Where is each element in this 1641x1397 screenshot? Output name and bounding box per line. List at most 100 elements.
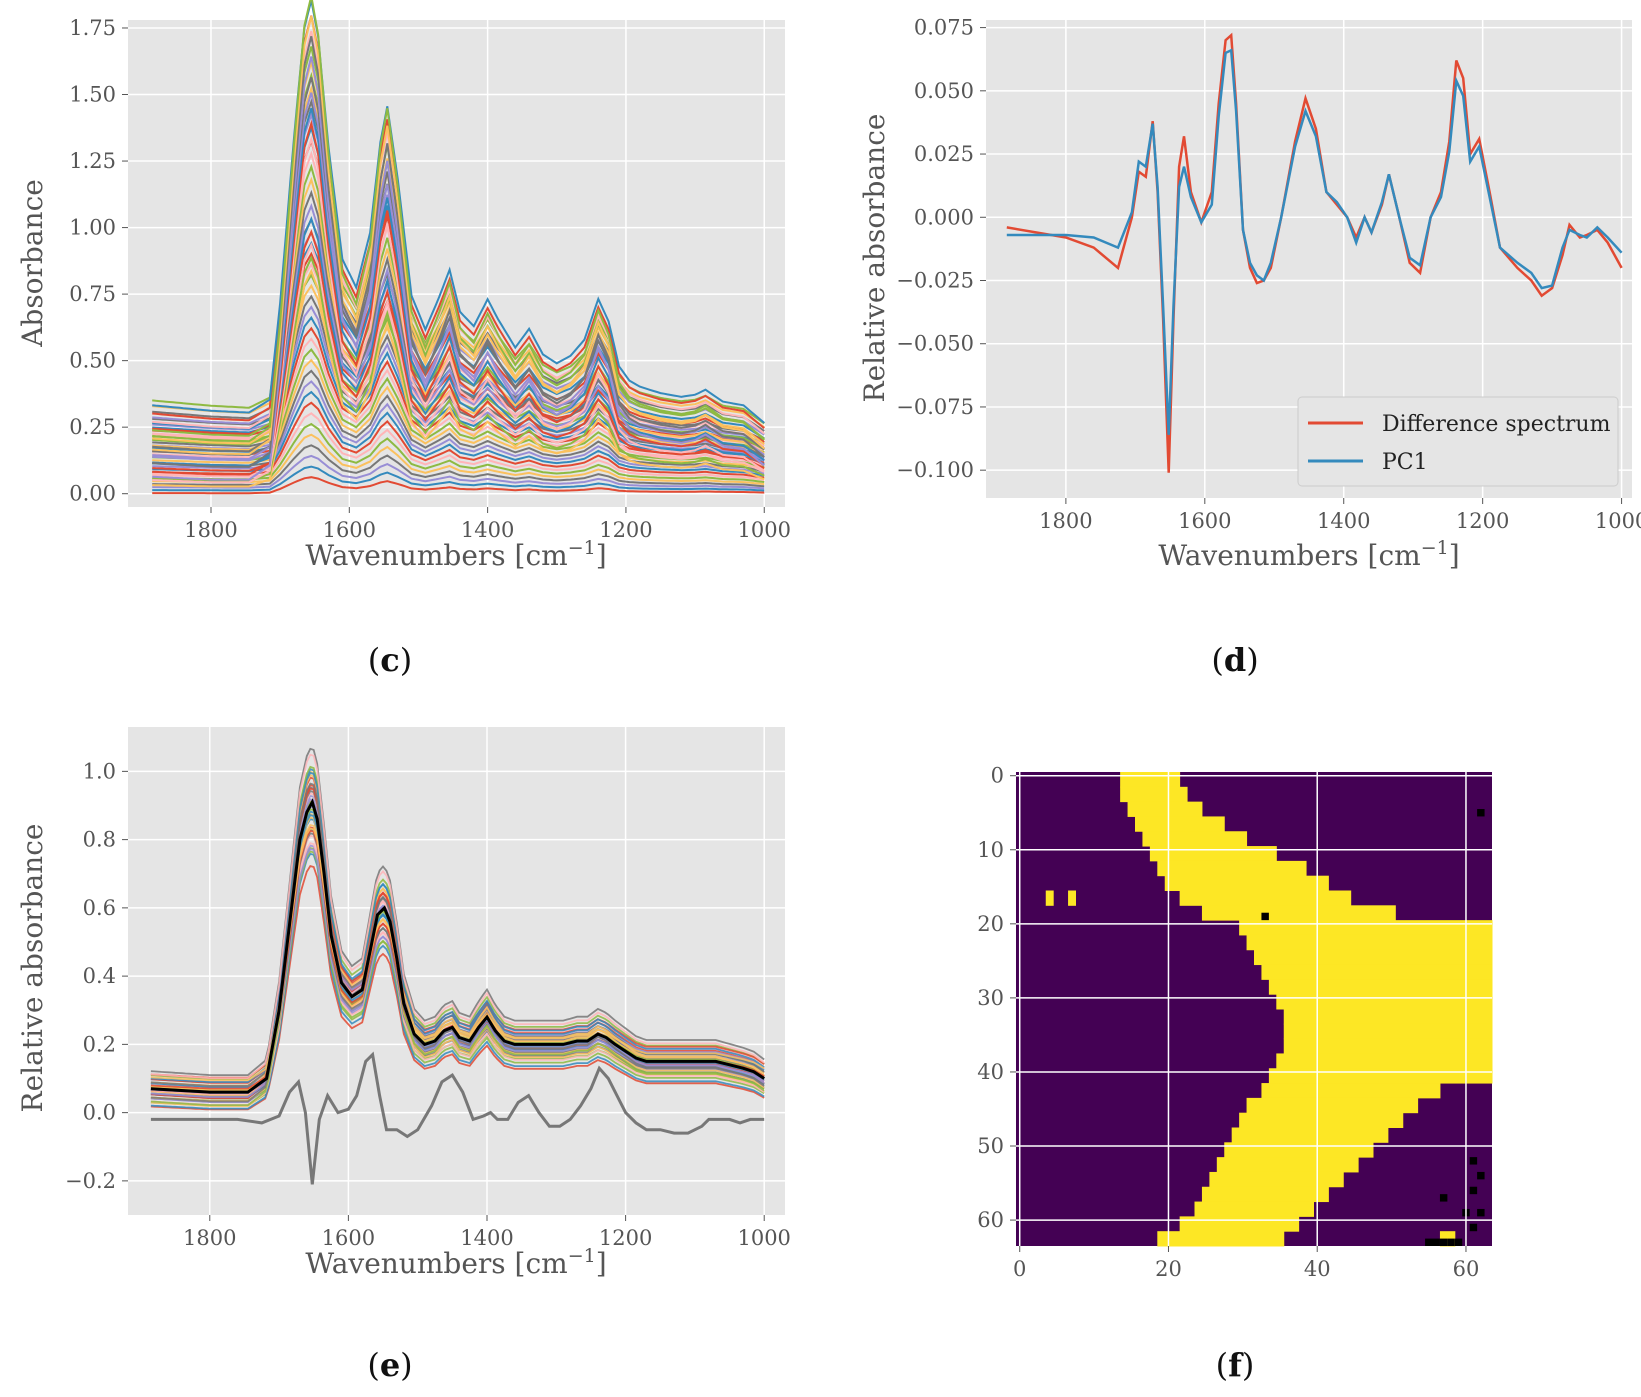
heatmap-cell bbox=[1045, 890, 1054, 906]
panel-d-label: (d) bbox=[1211, 641, 1258, 679]
y-tick-label: 0.25 bbox=[69, 415, 116, 439]
spectrum-line bbox=[152, 242, 765, 477]
panel-d-legend: Difference spectrum PC1 bbox=[1297, 396, 1619, 487]
panel-e-series bbox=[150, 747, 766, 1185]
y-tick-label: −0.075 bbox=[896, 395, 974, 419]
panel-f-cells bbox=[1016, 772, 1493, 1247]
spectrum-line bbox=[152, 15, 765, 429]
spectrum-line bbox=[152, 268, 765, 488]
heatmap-cell bbox=[1179, 1216, 1300, 1232]
heatmap-cell bbox=[1127, 801, 1203, 817]
panel-d-x-ticks: 1800 1600 1400 1200 1000 bbox=[1039, 498, 1641, 533]
heatmap-cell bbox=[1246, 1097, 1419, 1114]
spectrum-line bbox=[150, 782, 765, 1103]
y-tick-label: −0.2 bbox=[65, 1169, 116, 1193]
pc1-line bbox=[1006, 48, 1623, 435]
heatmap-cell bbox=[1194, 1201, 1314, 1217]
panel-c-grid bbox=[128, 20, 785, 507]
panel-c-y-ticks: 0.00 0.25 0.50 0.75 1.00 1.25 1.50 1.75 bbox=[69, 16, 128, 506]
y-tick-label: −0.050 bbox=[896, 332, 974, 356]
y-tick-label: 0.6 bbox=[83, 896, 116, 920]
y-tick-label: 0.4 bbox=[83, 964, 116, 988]
x-tick-label: 1600 bbox=[322, 1226, 375, 1250]
spectrum-line bbox=[152, 0, 765, 443]
x-tick-label: 1800 bbox=[1039, 509, 1092, 533]
y-tick-label: 1.50 bbox=[69, 83, 116, 107]
panel-c-y-axis-label: Absorbance bbox=[16, 179, 49, 348]
heatmap-cell bbox=[1283, 1023, 1493, 1040]
panel-c-x-ticks: 1800 1600 1400 1200 1000 bbox=[184, 507, 791, 542]
x-tick-label: 60 bbox=[1453, 1257, 1480, 1281]
heatmap-cell bbox=[1164, 875, 1329, 891]
spectrum-line bbox=[152, 454, 765, 490]
x-tick-label: 20 bbox=[1155, 1257, 1182, 1281]
heatmap-cell bbox=[1454, 1238, 1463, 1246]
y-tick-label: 0.050 bbox=[914, 79, 974, 103]
heatmap-cell bbox=[1068, 890, 1076, 906]
panel-c-absorbance-chart: 1800 1600 1400 1200 1000 0.00 0.25 0.50 0.75 1.0… bbox=[16, 0, 791, 679]
y-tick-label: −0.100 bbox=[896, 458, 974, 482]
spectrum-line bbox=[152, 36, 765, 468]
y-tick-label: −0.025 bbox=[896, 268, 974, 292]
heatmap-cell bbox=[1201, 905, 1396, 921]
y-tick-label: 1.75 bbox=[69, 16, 116, 40]
heatmap-cell bbox=[1179, 890, 1352, 906]
spectrum-line bbox=[152, 135, 765, 484]
heatmap-cell bbox=[1439, 1194, 1448, 1202]
spectrum-line bbox=[150, 852, 765, 1110]
heatmap-cell bbox=[1135, 816, 1225, 832]
panel-e-grid bbox=[128, 727, 785, 1215]
panel-d-y-ticks: −0.100 −0.075 −0.050 −0.025 0.000 0.025 0.050 0… bbox=[896, 16, 986, 482]
heatmap-cell bbox=[1157, 860, 1307, 877]
y-tick-label: 0.0 bbox=[83, 1101, 116, 1125]
y-tick-label: 30 bbox=[977, 986, 1004, 1010]
panel-d-grid bbox=[986, 20, 1632, 498]
spectrum-line bbox=[152, 61, 765, 446]
heatmap-cell bbox=[1246, 934, 1493, 951]
x-tick-label: 1400 bbox=[461, 518, 514, 542]
heatmap-cell bbox=[1276, 994, 1493, 1010]
panel-e-plot-area bbox=[128, 727, 785, 1215]
mean-spectrum-line bbox=[150, 798, 766, 1094]
heatmap-cell bbox=[1283, 1038, 1493, 1054]
spectrum-line bbox=[150, 827, 765, 1082]
heatmap-cell bbox=[1261, 1083, 1441, 1099]
y-tick-label: 0.075 bbox=[914, 16, 974, 40]
heatmap-cell bbox=[1276, 1053, 1493, 1069]
x-tick-label: 1800 bbox=[184, 518, 237, 542]
heatmap-cell bbox=[1447, 1238, 1455, 1246]
y-tick-label: 0.2 bbox=[83, 1032, 116, 1056]
x-tick-label: 1600 bbox=[1178, 509, 1231, 533]
spectrum-line bbox=[152, 119, 765, 476]
heatmap-cell bbox=[1477, 1171, 1485, 1180]
spectrum-line bbox=[152, 465, 765, 492]
y-tick-label: 0.000 bbox=[914, 205, 974, 229]
heatmap-cell bbox=[1469, 1157, 1478, 1165]
panel-e-y-ticks: −0.2 0.0 0.2 0.4 0.6 0.8 1.0 bbox=[65, 759, 128, 1193]
heatmap-cell bbox=[1157, 1231, 1285, 1247]
heatmap-cell bbox=[1261, 912, 1269, 921]
heatmap-cell bbox=[1425, 1238, 1433, 1246]
y-tick-label: 0.75 bbox=[69, 282, 116, 306]
spectrum-line bbox=[152, 0, 765, 424]
y-tick-label: 1.0 bbox=[83, 759, 116, 783]
legend-label-pc1: PC1 bbox=[1382, 450, 1428, 475]
spectrum-line bbox=[152, 230, 765, 445]
y-tick-label: 0.50 bbox=[69, 349, 116, 373]
heatmap-cell bbox=[1239, 920, 1493, 936]
x-tick-label: 1000 bbox=[1595, 509, 1641, 533]
heatmap-cell bbox=[1120, 772, 1181, 788]
heatmap-cell bbox=[1432, 1238, 1440, 1246]
spectrum-line bbox=[150, 747, 765, 1076]
heatmap-cell bbox=[1439, 1238, 1448, 1246]
x-tick-label: 1400 bbox=[460, 1226, 513, 1250]
spectrum-line bbox=[150, 800, 765, 1106]
x-tick-label: 1600 bbox=[323, 518, 376, 542]
y-tick-label: 0.025 bbox=[914, 142, 974, 166]
panel-e-x-ticks: 1800 1600 1400 1200 1000 bbox=[183, 1215, 791, 1250]
heatmap-cell bbox=[1469, 1223, 1478, 1232]
legend-label-difference: Difference spectrum bbox=[1382, 412, 1611, 437]
heatmap-cell bbox=[1231, 1127, 1389, 1143]
